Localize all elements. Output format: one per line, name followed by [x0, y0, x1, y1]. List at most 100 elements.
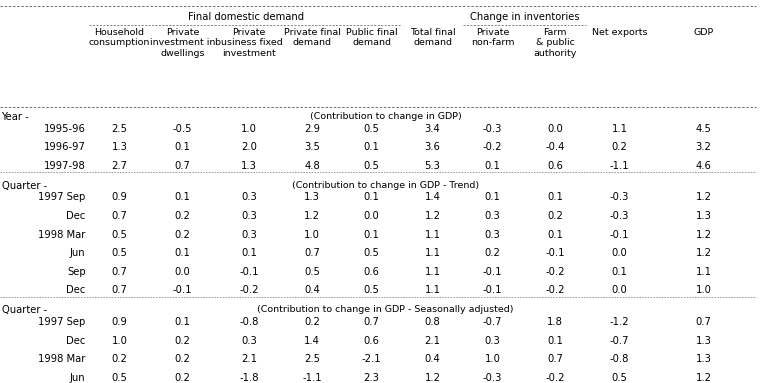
Text: 0.0: 0.0: [611, 248, 628, 258]
Text: 0.1: 0.1: [364, 230, 379, 240]
Text: Private
non-farm: Private non-farm: [471, 28, 514, 47]
Text: 0.3: 0.3: [485, 336, 500, 345]
Text: 1997 Sep: 1997 Sep: [39, 192, 86, 203]
Text: Private
investment in
dwellings: Private investment in dwellings: [150, 28, 215, 58]
Text: Final domestic demand: Final domestic demand: [187, 12, 304, 22]
Text: 0.7: 0.7: [112, 285, 127, 295]
Text: 4.8: 4.8: [305, 161, 320, 171]
Text: 2.5: 2.5: [112, 124, 127, 134]
Text: 1.3: 1.3: [695, 211, 712, 221]
Text: 0.2: 0.2: [112, 354, 127, 364]
Text: 0.1: 0.1: [364, 192, 379, 203]
Text: 2.3: 2.3: [364, 373, 379, 383]
Text: 1.0: 1.0: [241, 124, 257, 134]
Text: Quarter -: Quarter -: [2, 181, 47, 191]
Text: 0.3: 0.3: [485, 211, 500, 221]
Text: 0.2: 0.2: [547, 211, 563, 221]
Text: 0.6: 0.6: [547, 161, 563, 171]
Text: 0.1: 0.1: [547, 192, 563, 203]
Text: 0.7: 0.7: [695, 317, 712, 327]
Text: Public final
demand: Public final demand: [346, 28, 397, 47]
Text: 0.5: 0.5: [364, 124, 379, 134]
Text: 0.3: 0.3: [241, 336, 257, 345]
Text: 1.3: 1.3: [305, 192, 320, 203]
Text: 0.3: 0.3: [241, 230, 257, 240]
Text: 0.5: 0.5: [364, 248, 379, 258]
Text: 3.4: 3.4: [425, 124, 440, 134]
Text: 0.1: 0.1: [611, 267, 628, 277]
Text: 0.1: 0.1: [174, 317, 190, 327]
Text: 1.2: 1.2: [425, 211, 440, 221]
Text: -0.3: -0.3: [610, 211, 629, 221]
Text: 0.0: 0.0: [174, 267, 190, 277]
Text: 2.1: 2.1: [425, 336, 440, 345]
Text: (Contribution to change in GDP): (Contribution to change in GDP): [310, 112, 461, 121]
Text: 1.0: 1.0: [305, 230, 320, 240]
Text: 3.2: 3.2: [695, 142, 712, 152]
Text: 4.5: 4.5: [695, 124, 712, 134]
Text: 0.5: 0.5: [112, 230, 127, 240]
Text: 2.5: 2.5: [305, 354, 320, 364]
Text: 1.8: 1.8: [547, 317, 563, 327]
Text: 3.5: 3.5: [305, 142, 320, 152]
Text: 1.1: 1.1: [695, 267, 712, 277]
Text: Farm
& public
authority: Farm & public authority: [534, 28, 577, 58]
Text: Jun: Jun: [70, 248, 86, 258]
Text: -0.7: -0.7: [610, 336, 629, 345]
Text: 0.4: 0.4: [305, 285, 320, 295]
Text: Dec: Dec: [66, 211, 86, 221]
Text: 0.5: 0.5: [364, 285, 379, 295]
Text: -0.2: -0.2: [483, 142, 503, 152]
Text: 1.3: 1.3: [695, 354, 712, 364]
Text: 0.1: 0.1: [547, 230, 563, 240]
Text: Dec: Dec: [66, 336, 86, 345]
Text: (Contribution to change in GDP - Trend): (Contribution to change in GDP - Trend): [292, 181, 479, 190]
Text: Private
business fixed
investment: Private business fixed investment: [215, 28, 283, 58]
Text: Year -: Year -: [2, 112, 29, 122]
Text: -0.1: -0.1: [545, 248, 565, 258]
Text: 1.2: 1.2: [695, 230, 712, 240]
Text: 0.2: 0.2: [174, 211, 190, 221]
Text: Dec: Dec: [66, 285, 86, 295]
Text: 0.7: 0.7: [174, 161, 190, 171]
Text: 0.1: 0.1: [174, 192, 190, 203]
Text: -1.2: -1.2: [610, 317, 629, 327]
Text: -0.7: -0.7: [483, 317, 503, 327]
Text: Household
consumption: Household consumption: [89, 28, 150, 47]
Text: 1.4: 1.4: [425, 192, 440, 203]
Text: 0.2: 0.2: [174, 354, 190, 364]
Text: -1.1: -1.1: [302, 373, 322, 383]
Text: 1.2: 1.2: [695, 192, 712, 203]
Text: -1.1: -1.1: [610, 161, 629, 171]
Text: 1.0: 1.0: [695, 285, 712, 295]
Text: 0.0: 0.0: [547, 124, 563, 134]
Text: 1.4: 1.4: [305, 336, 320, 345]
Text: 1.0: 1.0: [112, 336, 127, 345]
Text: 1.2: 1.2: [695, 248, 712, 258]
Text: 0.3: 0.3: [485, 230, 500, 240]
Text: 0.5: 0.5: [364, 161, 379, 171]
Text: 0.5: 0.5: [112, 373, 127, 383]
Text: 0.7: 0.7: [112, 267, 127, 277]
Text: -0.3: -0.3: [483, 373, 503, 383]
Text: 0.1: 0.1: [174, 142, 190, 152]
Text: 0.1: 0.1: [241, 248, 257, 258]
Text: -0.2: -0.2: [545, 267, 565, 277]
Text: 0.8: 0.8: [425, 317, 440, 327]
Text: 1.3: 1.3: [112, 142, 127, 152]
Text: -2.1: -2.1: [362, 354, 382, 364]
Text: 1.1: 1.1: [425, 230, 440, 240]
Text: 0.1: 0.1: [364, 142, 379, 152]
Text: 0.7: 0.7: [364, 317, 379, 327]
Text: -0.2: -0.2: [545, 373, 565, 383]
Text: Sep: Sep: [67, 267, 86, 277]
Text: -0.1: -0.1: [483, 267, 503, 277]
Text: 0.2: 0.2: [174, 336, 190, 345]
Text: -1.8: -1.8: [239, 373, 259, 383]
Text: 1.2: 1.2: [695, 373, 712, 383]
Text: 1.1: 1.1: [425, 285, 440, 295]
Text: GDP: GDP: [693, 28, 714, 36]
Text: 1.0: 1.0: [485, 354, 500, 364]
Text: Change in inventories: Change in inventories: [470, 12, 580, 22]
Text: 2.1: 2.1: [241, 354, 257, 364]
